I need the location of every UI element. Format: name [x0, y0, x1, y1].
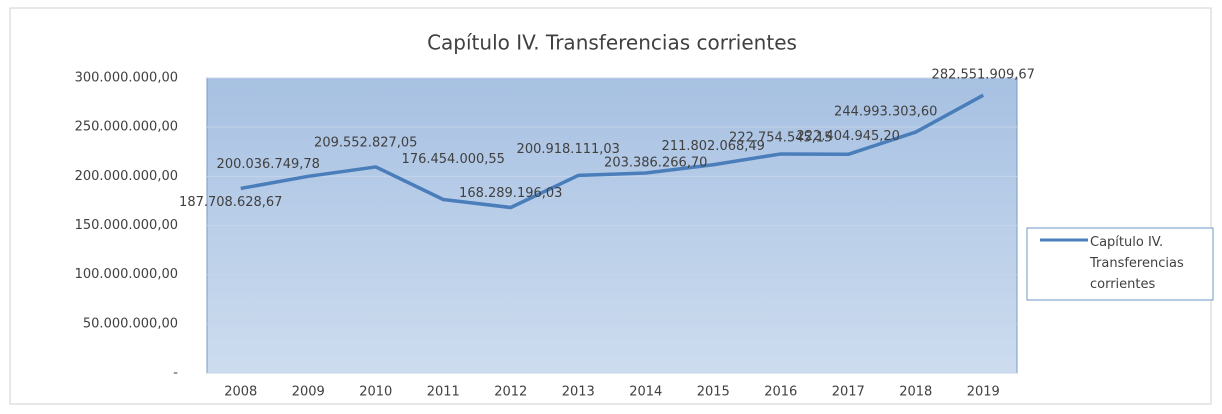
y-tick-label: 200.000.000,00 [75, 169, 178, 184]
data-label: 211.802.068,49 [662, 139, 765, 154]
chart-title: Capítulo IV. Transferencias corrientes [427, 31, 797, 55]
x-tick-label: 2010 [359, 385, 392, 400]
data-label: 203.386.266,70 [604, 156, 707, 171]
y-tick-label: - [173, 366, 178, 381]
data-label: 244.993.303,60 [834, 105, 937, 120]
x-tick-label: 2009 [292, 385, 325, 400]
x-tick-label: 2017 [832, 385, 865, 400]
x-tick-label: 2008 [224, 385, 257, 400]
data-label: 282.551.909,67 [932, 68, 1035, 83]
x-tick-label: 2015 [697, 385, 730, 400]
legend-label: Capítulo IV. Transferencias corrientes [1090, 235, 1184, 292]
data-label: 187.708.628,67 [179, 195, 282, 210]
x-tick-label: 2018 [899, 385, 932, 400]
data-label: 168.289.196,03 [459, 186, 562, 201]
data-label: 209.552.827,05 [314, 135, 417, 150]
x-tick-label: 2012 [494, 385, 527, 400]
x-tick-label: 2013 [562, 385, 595, 400]
y-tick-label: 300.000.000,00 [75, 71, 178, 86]
data-label: 200.036.749,78 [217, 157, 320, 172]
x-tick-label: 2016 [764, 385, 797, 400]
y-tick-label: 150.000.000,00 [75, 218, 178, 233]
x-tick-label: 2011 [427, 385, 460, 400]
data-label: 222.404.945,20 [797, 129, 900, 144]
y-tick-label: 100.000.000,00 [75, 267, 178, 282]
y-tick-label: 250.000.000,00 [75, 120, 178, 135]
data-label: 222.754.545,15 [729, 130, 832, 145]
data-label: 176.454.000,55 [402, 152, 505, 167]
y-tick-label: 50.000.000,00 [83, 316, 178, 331]
data-label: 200.918.111,03 [517, 142, 620, 157]
x-tick-label: 2014 [629, 385, 662, 400]
data-line [240, 93, 985, 210]
x-tick-label: 2019 [967, 385, 1000, 400]
